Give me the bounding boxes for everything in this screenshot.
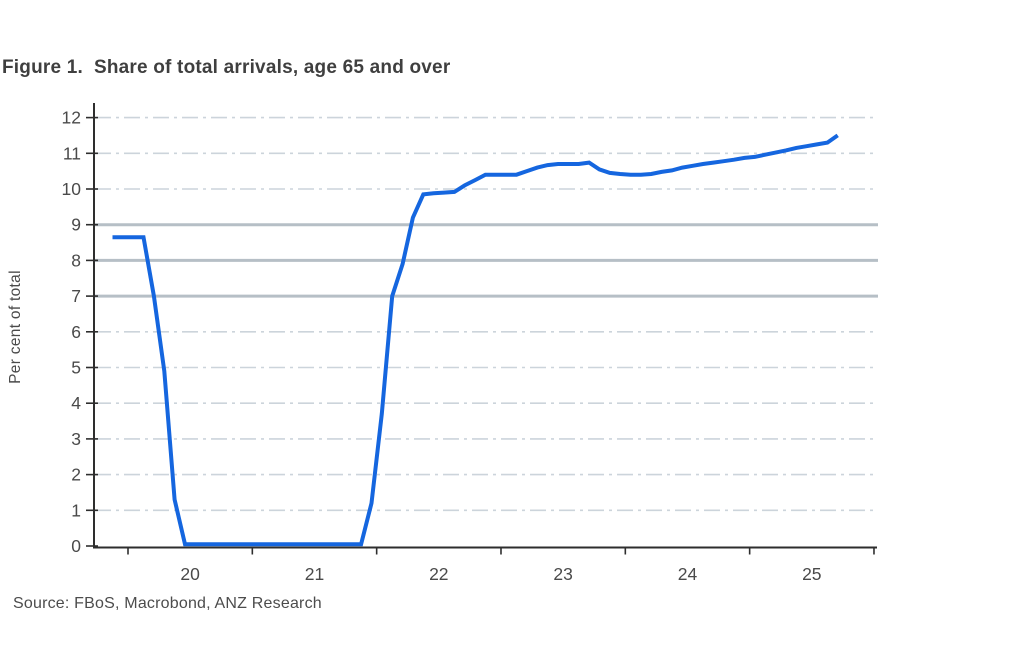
y-tick-label: 6 (71, 322, 81, 342)
y-tick-label: 8 (71, 250, 81, 270)
x-tick-label: 23 (553, 564, 572, 584)
y-tick-label: 9 (71, 215, 81, 235)
y-tick-label: 3 (71, 429, 81, 449)
y-tick-label: 4 (71, 393, 81, 413)
y-tick-label: 1 (71, 500, 81, 520)
source-note: Source: FBoS, Macrobond, ANZ Research (13, 595, 322, 612)
x-tick-label: 22 (429, 564, 448, 584)
x-tick-label: 21 (305, 564, 324, 584)
series-line-age65-share (112, 133, 839, 547)
axis-ticks (86, 116, 875, 555)
y-tick-label: 7 (71, 286, 81, 306)
y-tick-label: 2 (71, 465, 81, 485)
gridlines (95, 116, 878, 512)
x-tick-label: 20 (180, 564, 200, 584)
y-tick-label: 12 (62, 108, 81, 128)
axes (93, 103, 877, 549)
y-tick-label: 10 (62, 179, 82, 199)
x-tick-label: 24 (678, 564, 698, 584)
y-tick-label: 11 (63, 143, 81, 163)
figure-title: Figure 1. Share of total arrivals, age 6… (2, 57, 451, 78)
y-tick-label: 0 (71, 536, 81, 556)
y-axis-title: Per cent of total (7, 270, 24, 384)
y-tick-label: 5 (71, 358, 81, 378)
x-tick-label: 25 (802, 564, 821, 584)
data-series (112, 133, 839, 547)
